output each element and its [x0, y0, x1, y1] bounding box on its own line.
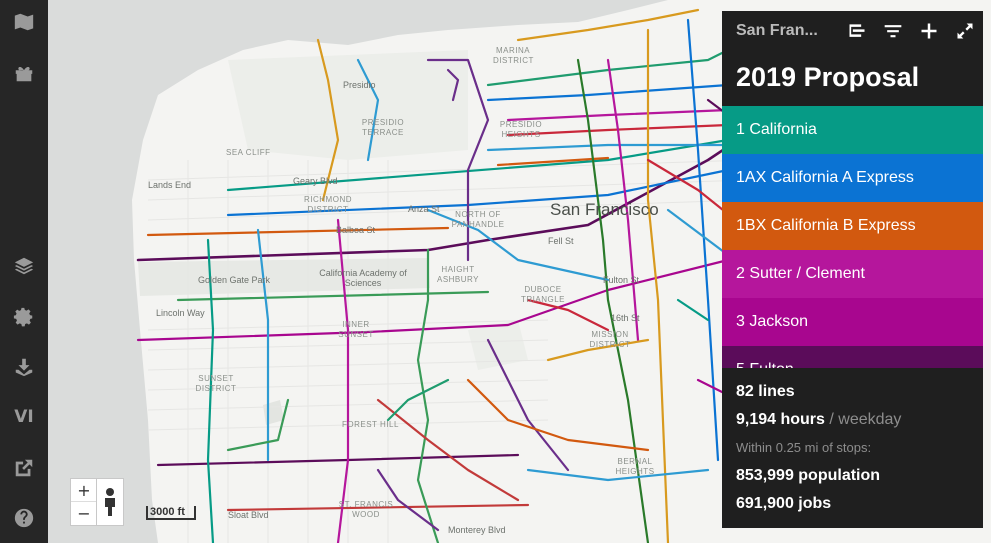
coverage-note: Within 0.25 mi of stops: [736, 440, 872, 455]
street-label: Lincoln Way [156, 308, 205, 318]
project-name[interactable]: San Fran... [736, 22, 818, 39]
route-item[interactable]: 2 Sutter / Clement [722, 250, 983, 298]
stats-summary: 82 lines 9,194 hours / weekday Within 0.… [722, 368, 983, 528]
gear-icon[interactable] [8, 301, 40, 333]
neighborhood-label: MARINA DISTRICT [493, 46, 534, 65]
neighborhood-label: HAIGHT ASHBURY [436, 265, 480, 284]
neighborhood-label: PRESIDIO TERRACE [361, 118, 405, 137]
route-item[interactable]: 5 Fulton [722, 346, 983, 368]
street-label: Geary Blvd [293, 176, 338, 186]
route-item[interactable]: 1BX California B Express [722, 202, 983, 250]
park-label: California Academy of Sciences [319, 268, 407, 288]
neighborhood-label: MISSION DISTRICT [589, 330, 631, 349]
route-item[interactable]: 1 California [722, 106, 983, 154]
gift-icon[interactable] [8, 57, 40, 89]
hours-value: 9,194 hours [736, 411, 825, 428]
neighborhood-label: SEA CLIFF [226, 148, 271, 157]
filter-icon[interactable] [875, 11, 911, 51]
neighborhood-label: RICHMOND DISTRICT [304, 195, 352, 214]
park-label: Golden Gate Park [198, 275, 271, 285]
map-scale: 3000 ft [146, 506, 196, 520]
population-stat: 853,999 population [736, 467, 881, 484]
route-item[interactable]: 3 Jackson [722, 298, 983, 346]
hours-unit: / weekday [829, 411, 902, 428]
street-label: Monterey Blvd [448, 525, 506, 535]
route-item[interactable]: 1AX California A Express [722, 154, 983, 202]
sort-bars-icon[interactable] [839, 11, 875, 51]
neighborhood-label: ST. FRANCIS WOOD [338, 500, 394, 519]
street-label: Balboa St [336, 225, 376, 235]
neighborhood-label: NORTH OF PANHANDLE [451, 210, 505, 229]
jobs-stat: 691,900 jobs [736, 495, 832, 512]
zoom-out-button[interactable]: − [71, 501, 97, 524]
street-label: Anza St [408, 204, 440, 214]
download-icon[interactable] [8, 351, 40, 383]
neighborhood-label: SUNSET DISTRICT [195, 374, 237, 393]
street-label: Presidio [343, 80, 376, 90]
help-icon[interactable] [8, 502, 40, 534]
street-label: Sloat Blvd [228, 510, 269, 520]
expand-icon[interactable] [947, 11, 983, 51]
layers-icon[interactable] [8, 250, 40, 282]
neighborhood-label: DUBOCE TRIANGLE [520, 285, 565, 304]
left-toolbar: VI [0, 0, 48, 543]
external-link-icon[interactable] [8, 452, 40, 484]
route-list: 1 California 1AX California A Express 1B… [722, 106, 983, 368]
service-hours: 9,194 hours / weekday [736, 406, 969, 434]
street-label: Fulton St [603, 275, 640, 285]
line-count: 82 lines [736, 383, 795, 400]
map-icon[interactable] [8, 6, 40, 38]
city-label: San Francisco [550, 200, 659, 219]
scenario-panel: San Fran... 2019 Proposal 1 California 1… [722, 11, 983, 528]
neighborhood-label: PRESIDIO HEIGHTS [499, 120, 543, 139]
zoom-control: + − [70, 478, 98, 526]
vi-text[interactable]: VI [14, 407, 34, 427]
add-icon[interactable] [911, 11, 947, 51]
scenario-title: 2019 Proposal [736, 62, 920, 92]
street-view-pegman-icon[interactable] [96, 478, 124, 526]
street-label: Fell St [548, 236, 574, 246]
zoom-in-button[interactable]: + [77, 480, 91, 500]
neighborhood-label: BERNAL HEIGHTS [615, 457, 655, 476]
neighborhood-label: FOREST HILL [342, 420, 399, 429]
street-label: 16th St [611, 313, 640, 323]
street-label: Lands End [148, 180, 192, 190]
panel-header: San Fran... [722, 11, 983, 51]
neighborhood-label: INNER SUNSET [338, 320, 374, 339]
